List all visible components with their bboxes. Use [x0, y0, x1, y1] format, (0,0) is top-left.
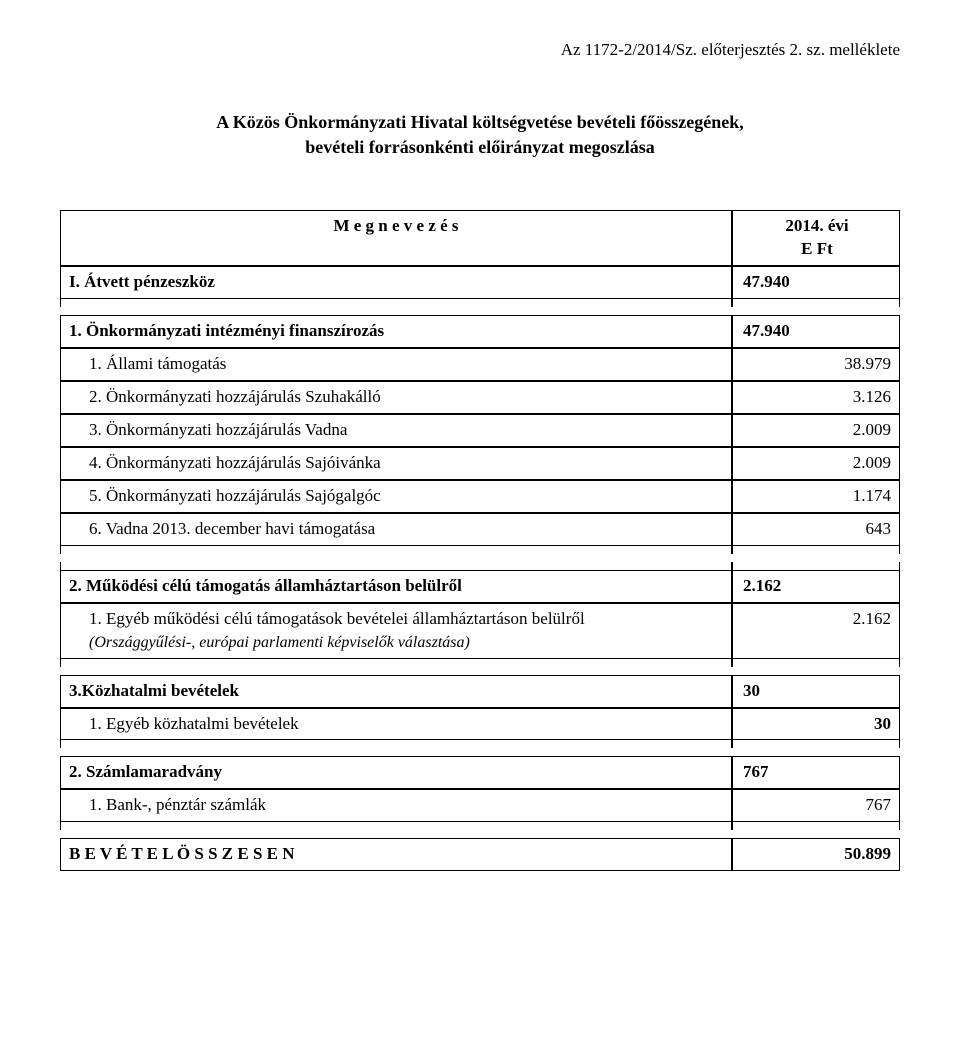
group-2-label: 2. Működési célú támogatás államháztartá…	[60, 570, 732, 603]
section-1-label: I. Átvett pénzeszköz	[60, 266, 732, 299]
table-row: 5. Önkormányzati hozzájárulás Sajógalgóc…	[60, 480, 900, 513]
row-label: 4. Önkormányzati hozzájárulás Sajóivánka	[60, 447, 732, 480]
row-label: 1. Állami támogatás	[60, 348, 732, 381]
col-header-year: 2014. évi E Ft	[732, 210, 900, 266]
row-value: 2.009	[732, 414, 900, 447]
unit-text: E Ft	[801, 239, 833, 258]
table-row: 1. Állami támogatás 38.979	[60, 348, 900, 381]
row-value: 643	[732, 513, 900, 546]
row-value: 30	[732, 708, 900, 741]
group-4-label: 2. Számlamaradvány	[60, 756, 732, 789]
col-header-megnevezes: M e g n e v e z é s	[60, 210, 732, 266]
group-3-value: 30	[732, 675, 900, 708]
group-3-label: 3.Közhatalmi bevételek	[60, 675, 732, 708]
table-row: 1. Egyéb közhatalmi bevételek 30	[60, 708, 900, 741]
group-1-label: 1. Önkormányzati intézményi finanszírozá…	[60, 315, 732, 348]
total-value: 50.899	[732, 838, 900, 871]
row-label: 1. Bank-, pénztár számlák	[60, 789, 732, 822]
section-1-value: 47.940	[732, 266, 900, 299]
group-2-value: 2.162	[732, 570, 900, 603]
row-value: 38.979	[732, 348, 900, 381]
row-value: 2.162	[732, 603, 900, 659]
row-label: 5. Önkormányzati hozzájárulás Sajógalgóc	[60, 480, 732, 513]
year-text: 2014. évi	[785, 216, 848, 235]
group-4-table: 2. Számlamaradvány 767 1. Bank-, pénztár…	[60, 756, 900, 830]
table-row: 3. Önkormányzati hozzájárulás Vadna 2.00…	[60, 414, 900, 447]
row-value: 3.126	[732, 381, 900, 414]
row-value: 1.174	[732, 480, 900, 513]
table-row: 1. Egyéb működési célú támogatások bevét…	[60, 603, 900, 659]
row-value: 767	[732, 789, 900, 822]
table-row: 2. Önkormányzati hozzájárulás Szuhakálló…	[60, 381, 900, 414]
row-label-sub: (Országgyűlési-, európai parlamenti képv…	[89, 634, 470, 651]
group-1-value: 47.940	[732, 315, 900, 348]
document-title: A Közös Önkormányzati Hivatal költségvet…	[160, 110, 800, 160]
table-row: 1. Bank-, pénztár számlák 767	[60, 789, 900, 822]
group-1-table: 1. Önkormányzati intézményi finanszírozá…	[60, 315, 900, 554]
total-table: B E V É T E L Ö S S Z E S E N 50.899	[60, 838, 900, 871]
title-line-2: bevételi forrásonkénti előirányzat megos…	[305, 137, 654, 157]
group-2-table: 2. Működési célú támogatás államháztartá…	[60, 562, 900, 667]
row-value: 2.009	[732, 447, 900, 480]
document-reference: Az 1172-2/2014/Sz. előterjesztés 2. sz. …	[60, 40, 900, 60]
row-label-text: 1. Egyéb működési célú támogatások bevét…	[89, 609, 585, 628]
table-row: 6. Vadna 2013. december havi támogatása …	[60, 513, 900, 546]
table-row: 4. Önkormányzati hozzájárulás Sajóivánka…	[60, 447, 900, 480]
title-line-1: A Közös Önkormányzati Hivatal költségvet…	[216, 112, 743, 132]
row-label: 1. Egyéb működési célú támogatások bevét…	[60, 603, 732, 659]
group-4-value: 767	[732, 756, 900, 789]
total-label: B E V É T E L Ö S S Z E S E N	[60, 838, 732, 871]
header-table: M e g n e v e z é s 2014. évi E Ft I. Át…	[60, 210, 900, 307]
row-label: 1. Egyéb közhatalmi bevételek	[60, 708, 732, 741]
row-label: 2. Önkormányzati hozzájárulás Szuhakálló	[60, 381, 732, 414]
row-label: 3. Önkormányzati hozzájárulás Vadna	[60, 414, 732, 447]
row-label: 6. Vadna 2013. december havi támogatása	[60, 513, 732, 546]
group-3-table: 3.Közhatalmi bevételek 30 1. Egyéb közha…	[60, 675, 900, 749]
